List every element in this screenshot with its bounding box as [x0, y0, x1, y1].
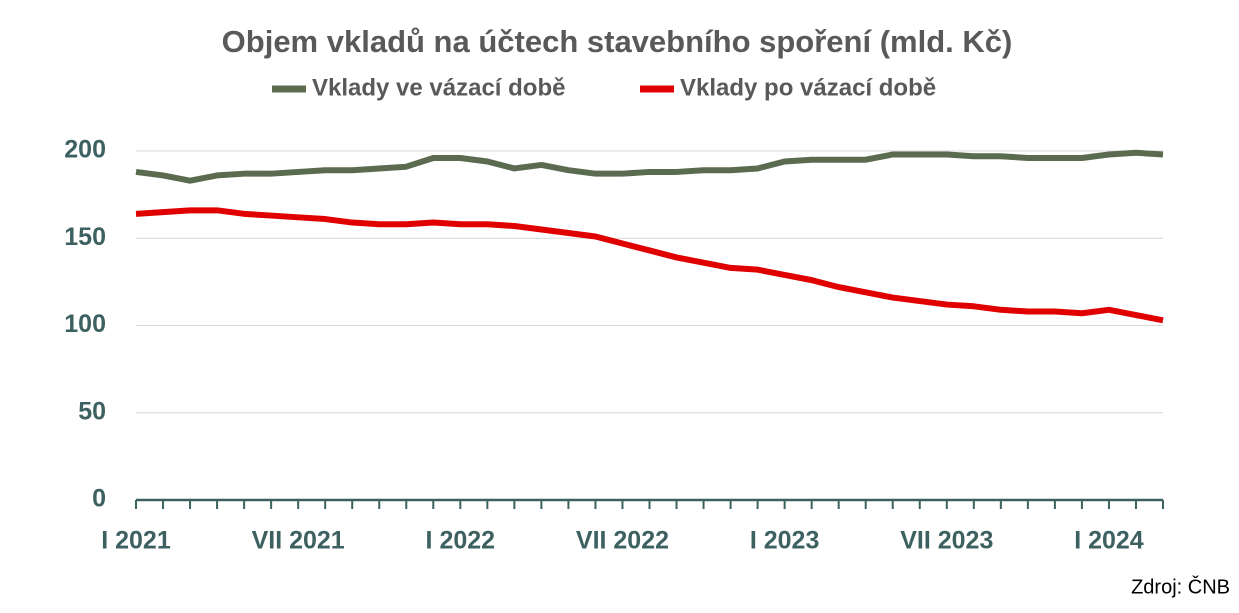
y-tick-label: 50	[78, 397, 106, 425]
x-tick-label: I 2024	[1074, 527, 1144, 555]
legend-label: Vklady po vázací době	[680, 74, 936, 101]
y-tick-label: 200	[64, 136, 106, 164]
legend-label: Vklady ve vázací době	[312, 74, 565, 101]
source: Zdroj: ČNB	[1131, 575, 1230, 598]
chart-title: Objem vkladů na účtech stavebního spořen…	[222, 24, 1013, 59]
y-tick-label: 100	[64, 310, 106, 338]
y-tick-label: 0	[92, 485, 106, 513]
y-tick-label: 150	[64, 223, 106, 251]
x-tick-label: I 2023	[750, 527, 820, 555]
x-tick-label: I 2022	[426, 527, 496, 555]
series-line	[135, 149, 1164, 184]
x-tick-label: VII 2021	[252, 527, 345, 555]
x-tick-label: VII 2022	[576, 527, 669, 555]
series-line	[135, 207, 1164, 324]
x-tick-label: I 2021	[101, 527, 171, 555]
x-tick-label: VII 2023	[900, 527, 993, 555]
